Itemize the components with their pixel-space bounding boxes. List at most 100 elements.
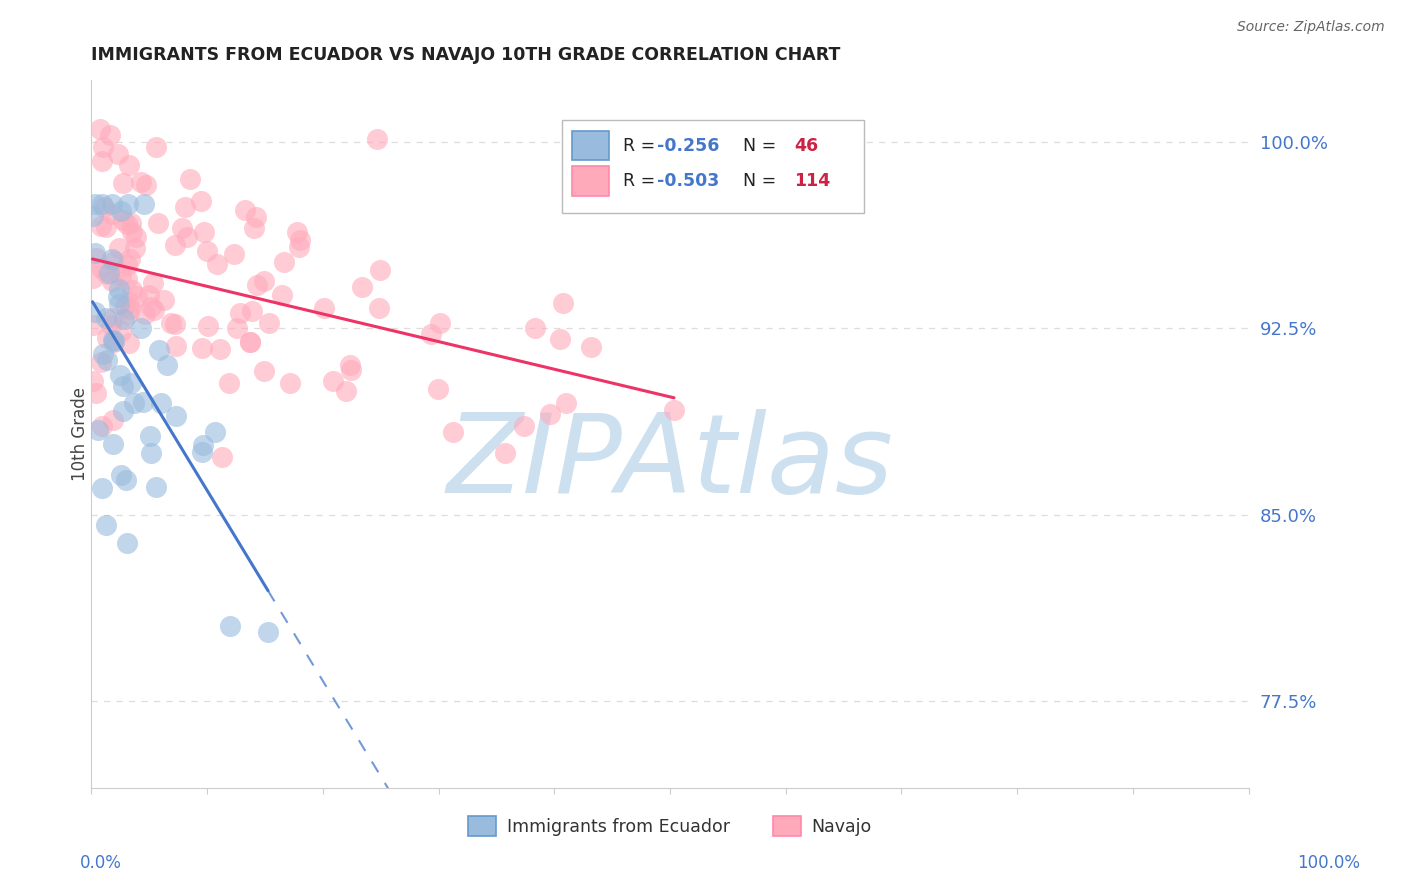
Point bbox=[165, 409, 187, 424]
Point bbox=[93, 347, 115, 361]
Point bbox=[441, 425, 464, 440]
Point bbox=[103, 254, 125, 268]
Point bbox=[110, 268, 132, 283]
Point bbox=[84, 386, 107, 401]
Point bbox=[366, 132, 388, 146]
Text: ZIPAtlas: ZIPAtlas bbox=[447, 409, 893, 516]
Point bbox=[146, 216, 169, 230]
Point bbox=[190, 194, 212, 208]
Point bbox=[195, 244, 218, 258]
Point bbox=[197, 319, 219, 334]
Point bbox=[118, 335, 141, 350]
Point bbox=[120, 216, 142, 230]
Point bbox=[89, 122, 111, 136]
Point bbox=[108, 282, 131, 296]
Text: 0.0%: 0.0% bbox=[80, 855, 122, 872]
Point bbox=[273, 254, 295, 268]
Point bbox=[103, 334, 125, 349]
Point bbox=[84, 246, 107, 260]
Point bbox=[110, 468, 132, 483]
Text: 100.0%: 100.0% bbox=[1298, 855, 1360, 872]
FancyBboxPatch shape bbox=[572, 166, 609, 196]
Point bbox=[335, 384, 357, 399]
Point bbox=[91, 197, 114, 211]
Point bbox=[82, 209, 104, 223]
Point bbox=[124, 241, 146, 255]
Point bbox=[145, 480, 167, 494]
Point bbox=[322, 374, 344, 388]
Point bbox=[121, 225, 143, 239]
Text: -0.256: -0.256 bbox=[657, 136, 720, 154]
Point bbox=[103, 334, 125, 348]
Point bbox=[179, 171, 201, 186]
Point bbox=[226, 321, 249, 335]
Point bbox=[233, 203, 256, 218]
Point bbox=[288, 240, 311, 254]
Point bbox=[112, 312, 135, 326]
Point bbox=[246, 278, 269, 293]
Point bbox=[90, 154, 112, 169]
Point bbox=[218, 376, 240, 391]
Point bbox=[160, 316, 183, 330]
Point bbox=[118, 294, 141, 309]
Point bbox=[82, 270, 104, 285]
Point bbox=[101, 413, 124, 427]
Point bbox=[285, 226, 308, 240]
Point bbox=[118, 158, 141, 172]
Point bbox=[132, 197, 155, 211]
Point bbox=[245, 210, 267, 224]
Point bbox=[172, 220, 194, 235]
Point bbox=[108, 297, 131, 311]
Point bbox=[139, 429, 162, 443]
Text: IMMIGRANTS FROM ECUADOR VS NAVAJO 10TH GRADE CORRELATION CHART: IMMIGRANTS FROM ECUADOR VS NAVAJO 10TH G… bbox=[91, 46, 841, 64]
Point bbox=[152, 293, 174, 308]
Point bbox=[219, 618, 242, 632]
Point bbox=[115, 217, 138, 231]
Point bbox=[100, 318, 122, 333]
Text: R =: R = bbox=[623, 172, 661, 190]
Point bbox=[523, 320, 546, 334]
Point bbox=[91, 481, 114, 495]
Point bbox=[367, 301, 389, 316]
Point bbox=[108, 368, 131, 383]
Point bbox=[513, 418, 536, 433]
Point bbox=[579, 340, 602, 354]
Point bbox=[240, 304, 263, 318]
Point bbox=[120, 252, 142, 266]
Point bbox=[129, 175, 152, 189]
Point bbox=[97, 267, 120, 281]
Point bbox=[538, 407, 561, 421]
Point bbox=[96, 518, 118, 533]
Point bbox=[96, 267, 118, 281]
Point bbox=[121, 283, 143, 297]
Point bbox=[120, 376, 142, 390]
Point bbox=[120, 301, 142, 316]
Point bbox=[205, 257, 228, 271]
Point bbox=[125, 229, 148, 244]
Point bbox=[90, 354, 112, 368]
Point bbox=[143, 303, 166, 318]
Point bbox=[117, 307, 139, 321]
Point bbox=[91, 140, 114, 154]
Point bbox=[551, 296, 574, 310]
Point bbox=[242, 220, 264, 235]
Point bbox=[83, 197, 105, 211]
Point bbox=[419, 326, 441, 341]
Point bbox=[129, 321, 152, 335]
Point bbox=[204, 425, 226, 440]
Point bbox=[165, 318, 187, 332]
Point bbox=[111, 213, 134, 227]
Point bbox=[211, 450, 233, 465]
Point bbox=[548, 332, 571, 346]
Point bbox=[340, 362, 363, 376]
Point bbox=[100, 252, 122, 267]
Text: 114: 114 bbox=[794, 172, 830, 190]
Point bbox=[111, 176, 134, 190]
Point bbox=[114, 473, 136, 487]
Point bbox=[101, 197, 124, 211]
Point bbox=[222, 247, 245, 261]
Point bbox=[115, 535, 138, 549]
Point bbox=[107, 147, 129, 161]
Point bbox=[100, 274, 122, 288]
Point bbox=[191, 438, 214, 452]
